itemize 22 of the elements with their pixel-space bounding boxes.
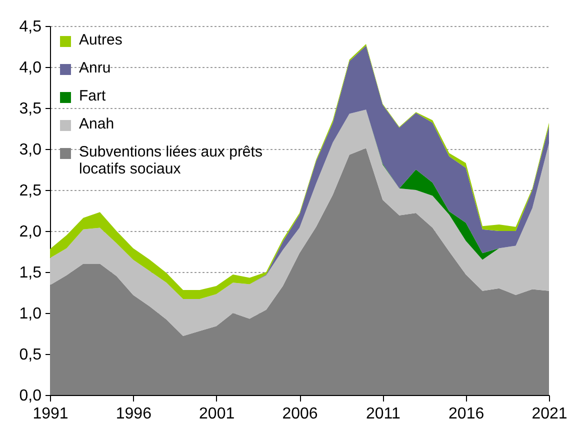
y-tick-label: 4,0: [19, 60, 42, 76]
legend-label: Anah: [79, 116, 114, 132]
y-tick-label: 3,0: [19, 142, 42, 158]
x-tick-label: 2011: [366, 406, 400, 422]
y-tick-label: 1,5: [19, 264, 42, 282]
y-tick-label: 3,5: [19, 100, 42, 118]
y-tick-label: 0,0: [19, 388, 42, 404]
legend-label: Autres: [79, 32, 122, 48]
x-tick-label: 2021: [532, 406, 568, 422]
x-tick-label: 2001: [199, 406, 235, 422]
x-tick-label: 2006: [282, 406, 318, 422]
y-tick-label: 2,0: [19, 224, 42, 240]
x-tick-label: 1991: [32, 406, 68, 422]
legend-label: Fart: [79, 88, 106, 104]
y-tick-label: 1,0: [19, 306, 42, 322]
y-tick-label: 0,5: [19, 346, 42, 364]
legend-label: Anru: [79, 60, 111, 76]
y-tick-label: 2,5: [19, 182, 42, 200]
x-tick-label: 2016: [448, 406, 484, 422]
legend-label: Subventions liées aux prêts locatifs sociaux: [79, 144, 262, 178]
x-tick-label: 1996: [116, 406, 152, 422]
y-tick-label: 4,5: [19, 18, 42, 36]
